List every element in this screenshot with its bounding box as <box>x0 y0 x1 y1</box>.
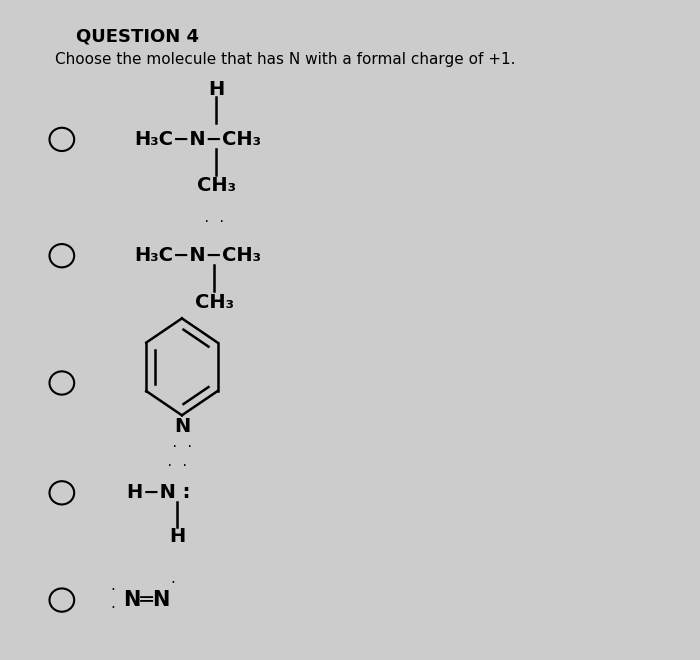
Text: ⋅: ⋅ <box>111 581 116 596</box>
Text: H₃C−N−CH₃: H₃C−N−CH₃ <box>134 130 261 149</box>
Text: H−N :: H−N : <box>127 483 190 502</box>
Text: CH₃: CH₃ <box>195 293 234 312</box>
Text: ⋅: ⋅ <box>111 599 116 614</box>
Text: QUESTION 4: QUESTION 4 <box>76 28 199 46</box>
Text: H: H <box>208 79 224 98</box>
Text: N═N: N═N <box>124 590 171 610</box>
Text: CH₃: CH₃ <box>197 176 236 195</box>
Text: N: N <box>174 417 190 436</box>
Text: · ·: · · <box>171 440 193 453</box>
Text: ⋅: ⋅ <box>171 574 176 589</box>
Text: · ·: · · <box>203 215 225 228</box>
Text: H₃C−N−CH₃: H₃C−N−CH₃ <box>134 246 261 265</box>
Text: · ·: · · <box>166 459 188 471</box>
Text: H: H <box>169 527 186 546</box>
Text: Choose the molecule that has N with a formal charge of +1.: Choose the molecule that has N with a fo… <box>55 52 515 67</box>
